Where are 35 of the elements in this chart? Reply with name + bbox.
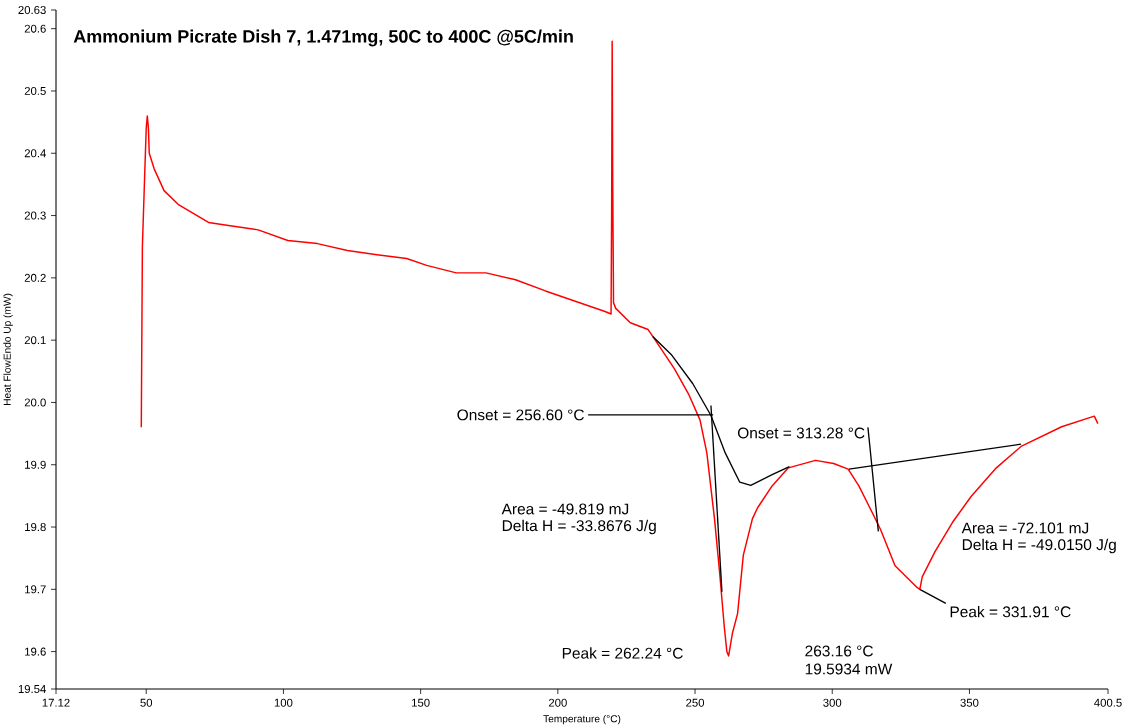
x-tick-label: 17.12 xyxy=(42,698,70,707)
x-tick-label: 50 xyxy=(140,698,153,707)
x-tick-label: 400.5 xyxy=(1094,698,1122,707)
y-tick-label: 19.54 xyxy=(18,685,46,694)
y-tick-label: 19.7 xyxy=(25,585,46,594)
annotation: Area = -72.101 mJ xyxy=(961,522,1089,534)
annotation: Onset = 256.60 °C xyxy=(457,409,584,421)
y-tick-label: 20.63 xyxy=(18,5,46,14)
annotation: Peak = 331.91 °C xyxy=(950,605,1071,618)
annotation: Delta H = -33.8676 J/g xyxy=(502,519,656,535)
x-tick-label: 100 xyxy=(274,698,293,707)
y-tick-label: 20.5 xyxy=(24,86,46,95)
annotation: Onset = 313.28 °C xyxy=(737,427,865,439)
y-tick-label: 19.8 xyxy=(25,523,46,532)
x-tick-label: 250 xyxy=(686,698,705,707)
annotation: Delta H = -49.0150 J/g xyxy=(962,538,1116,554)
x-tick-label: 300 xyxy=(823,698,842,707)
annotation: 263.16 °C xyxy=(805,645,873,657)
y-tick-label: 20.3 xyxy=(24,211,46,220)
y-tick-label: 20.1 xyxy=(24,336,46,345)
x-tick-label: 200 xyxy=(548,698,567,707)
x-axis-title: Temperature (°C) xyxy=(543,714,621,725)
y-tick-label: 20.6 xyxy=(24,24,46,33)
y-tick-label: 20.4 xyxy=(24,149,46,158)
x-tick-label: 150 xyxy=(412,698,430,707)
y-tick-label: 20.2 xyxy=(24,273,46,282)
x-tick-label: 350 xyxy=(960,698,979,707)
y-tick-label: 20.0 xyxy=(24,398,46,407)
annotation: Area = -49.819 mJ xyxy=(501,503,629,515)
text: Ammonium Picrate Dish 7, 1.471mg, 50C to 400C @5C/min xyxy=(73,29,573,47)
y-tick-label: 19.6 xyxy=(25,647,46,656)
y-tick-label: 19.9 xyxy=(25,460,46,469)
annotation: 19.5934 mW xyxy=(805,663,893,675)
annotation: Peak = 262.24 °C xyxy=(562,647,683,659)
y-axis-title: Heat FlowEndo Up (mW) xyxy=(3,293,13,405)
